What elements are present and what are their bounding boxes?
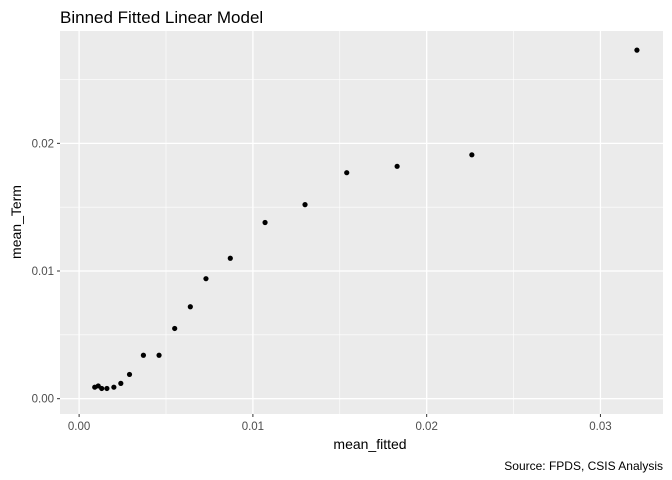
x-tick-label: 0.02 [415,421,437,433]
data-point [469,152,475,158]
data-point [634,47,640,53]
data-point [99,385,105,392]
data-point [156,352,162,358]
data-point [140,352,147,358]
x-tick-label: 0.01 [242,421,264,433]
data-point [203,276,209,282]
x-axis-ticks: 0.00 0.01 0.02 0.03 [68,414,612,433]
data-point [394,163,400,169]
y-tick-label: 0.02 [32,138,54,150]
x-axis-title: mean_fitted [333,436,406,452]
grid-lines [60,31,663,414]
plot-panel [60,31,663,414]
y-axis-ticks: 0.00 0.01 0.02 [32,138,60,406]
x-tick-label: 0.03 [589,421,611,433]
data-point [187,304,193,310]
chart-title: Binned Fitted Linear Model [60,8,263,27]
data-point [262,219,268,226]
x-tick-label: 0.00 [68,421,90,433]
y-axis-title: mean_Term [8,185,24,259]
data-points [92,47,640,392]
data-point [104,385,110,392]
data-point [111,384,117,390]
source-caption: Source: FPDS, CSIS Analysis [504,459,663,473]
data-point [344,170,350,176]
y-tick-label: 0.00 [32,394,54,406]
data-point [302,202,308,208]
data-point [126,371,133,378]
data-point [118,380,124,386]
y-tick-label: 0.01 [32,266,54,278]
data-point [227,255,233,261]
data-point [172,325,178,332]
